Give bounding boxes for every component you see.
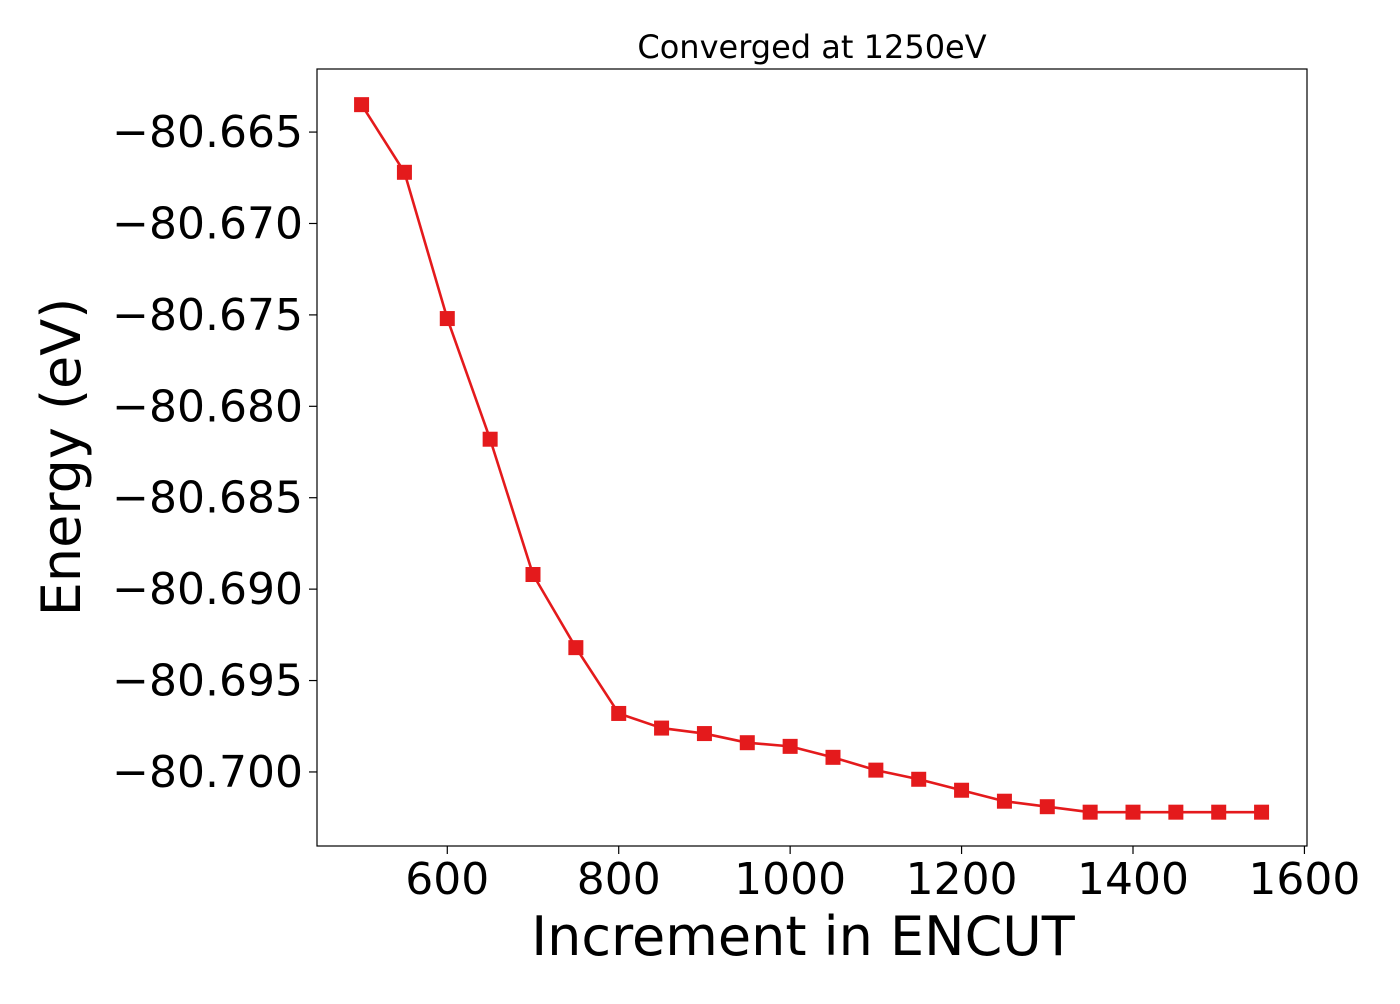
- y-tick-label: −80.665: [112, 107, 303, 158]
- data-point-marker: [568, 640, 584, 656]
- y-tick-label: −80.670: [112, 198, 303, 249]
- y-tick-label: −80.675: [112, 290, 303, 341]
- data-point-marker: [525, 567, 541, 583]
- x-axis-ticks: 600 800 1000 1200 1400 1600: [405, 846, 1360, 905]
- series-line: [360, 103, 1262, 814]
- chart-title: Converged at 1250eV: [637, 28, 986, 66]
- x-tick-label: 1600: [1248, 854, 1360, 905]
- data-point-marker: [825, 749, 841, 765]
- data-point-marker: [439, 311, 455, 327]
- x-tick-label: 1400: [1077, 854, 1189, 905]
- data-point-marker: [611, 705, 627, 721]
- y-axis-ticks: −80.665 −80.670 −80.675 −80.680 −80.685 −80.6…: [112, 107, 317, 798]
- y-tick-label: −80.690: [112, 564, 303, 615]
- data-point-marker: [1254, 804, 1270, 820]
- x-tick-label: 600: [405, 854, 489, 905]
- x-axis-label: Increment in ENCUT: [531, 905, 1076, 968]
- x-tick-label: 800: [577, 854, 661, 905]
- y-tick-label: −80.685: [112, 473, 303, 524]
- data-point-marker: [782, 738, 798, 754]
- plot-area-frame: [316, 68, 1308, 847]
- data-point-marker: [996, 793, 1012, 809]
- y-tick-label: −80.700: [112, 747, 303, 798]
- y-tick-label: −80.680: [112, 381, 303, 432]
- data-point-marker: [696, 726, 712, 742]
- series-lines: [360, 103, 1262, 814]
- data-point-marker: [1211, 804, 1227, 820]
- data-point-marker: [396, 164, 412, 180]
- x-tick-label: 1200: [906, 854, 1018, 905]
- data-point-marker: [868, 762, 884, 778]
- data-point-marker: [654, 720, 670, 736]
- data-point-marker: [739, 735, 755, 751]
- x-tick-label: 1000: [734, 854, 846, 905]
- data-point-marker: [954, 782, 970, 798]
- data-point-marker: [1125, 804, 1141, 820]
- data-point-marker: [354, 97, 370, 113]
- data-point-marker: [482, 431, 498, 447]
- data-point-marker: [1039, 799, 1055, 815]
- data-point-marker: [1082, 804, 1098, 820]
- y-axis-label: Energy (eV): [30, 298, 93, 617]
- y-tick-label: −80.695: [112, 656, 303, 707]
- data-point-marker: [911, 771, 927, 787]
- series-markers: [354, 97, 1270, 820]
- data-point-marker: [1168, 804, 1184, 820]
